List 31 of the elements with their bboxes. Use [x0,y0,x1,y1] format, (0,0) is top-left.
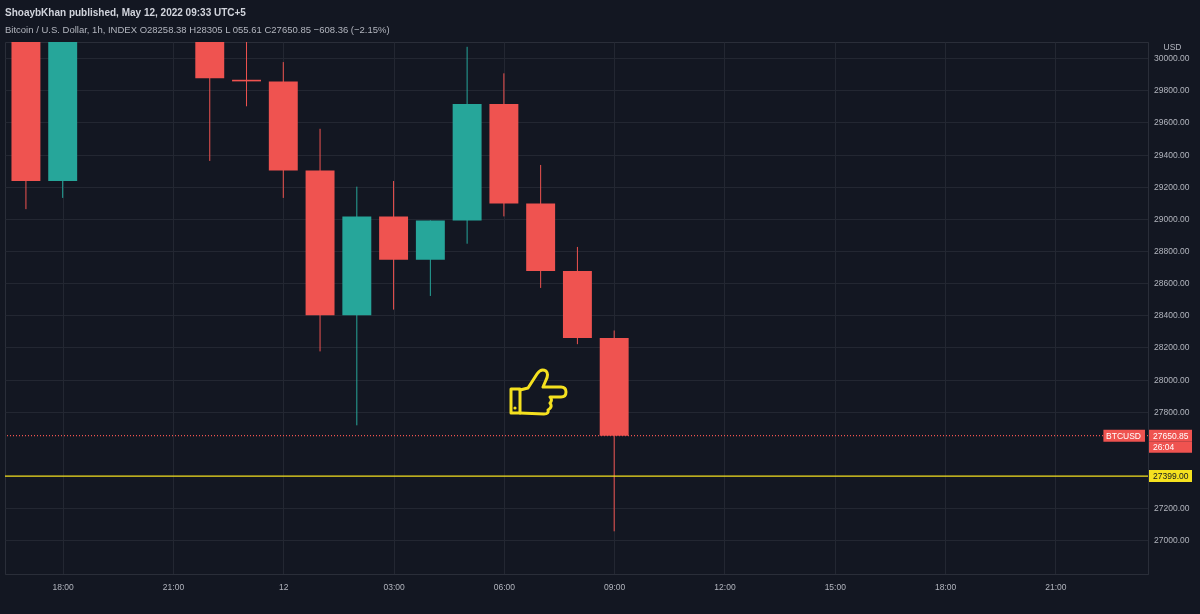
y-tick-label: 28600.00 [1154,278,1190,289]
x-tick-label: 09:00 [604,581,626,592]
y-tick-label: 29000.00 [1154,213,1190,224]
y-tick-label: 29400.00 [1154,149,1190,160]
ref-line-label: 27650.85 [1153,430,1189,441]
y-tick-label: 28800.00 [1154,245,1190,256]
chart-title: ShoaybKhan published, May 12, 2022 09:33 UTC+5 [5,6,247,18]
y-tick-label: 29800.00 [1154,85,1190,96]
text: 26:04 [1153,441,1175,452]
chart-subtitle: Bitcoin / U.S. Dollar, 1h, INDEX O28258.38 H28305 L 055.61 C27650.85 −608.36 (−2.15%) [5,23,390,35]
y-tick-label: 27200.00 [1154,503,1190,514]
x-tick-label: 18:00 [934,581,957,592]
y-tick-label: 28200.00 [1154,342,1190,353]
y-tick-label: 28400.00 [1154,310,1190,321]
y-axis-title: USD [1163,41,1182,52]
y-tick-label: 30000.00 [1154,53,1190,64]
x-tick-label: 15:00 [824,581,847,592]
y-tick-label: 29600.00 [1154,117,1190,128]
x-tick-label: 21:00 [1045,581,1067,592]
ref-line-label: 27399.00 [1153,471,1189,482]
x-tick-label: 06:00 [493,581,516,592]
x-tick-label: 03:00 [383,581,405,592]
y-tick-label: 28000.00 [1154,374,1190,385]
annotation: BTCUSD [1106,430,1141,441]
y-tick-label: 29200.00 [1154,181,1190,192]
x-tick-label: 18:00 [52,581,75,592]
y-tick-label: 27000.00 [1154,535,1190,546]
y-tick-label: 27800.00 [1154,406,1190,417]
x-tick-label: 12:00 [714,581,736,592]
x-tick-label: 12 [279,581,289,592]
x-tick-label: 21:00 [162,581,185,592]
